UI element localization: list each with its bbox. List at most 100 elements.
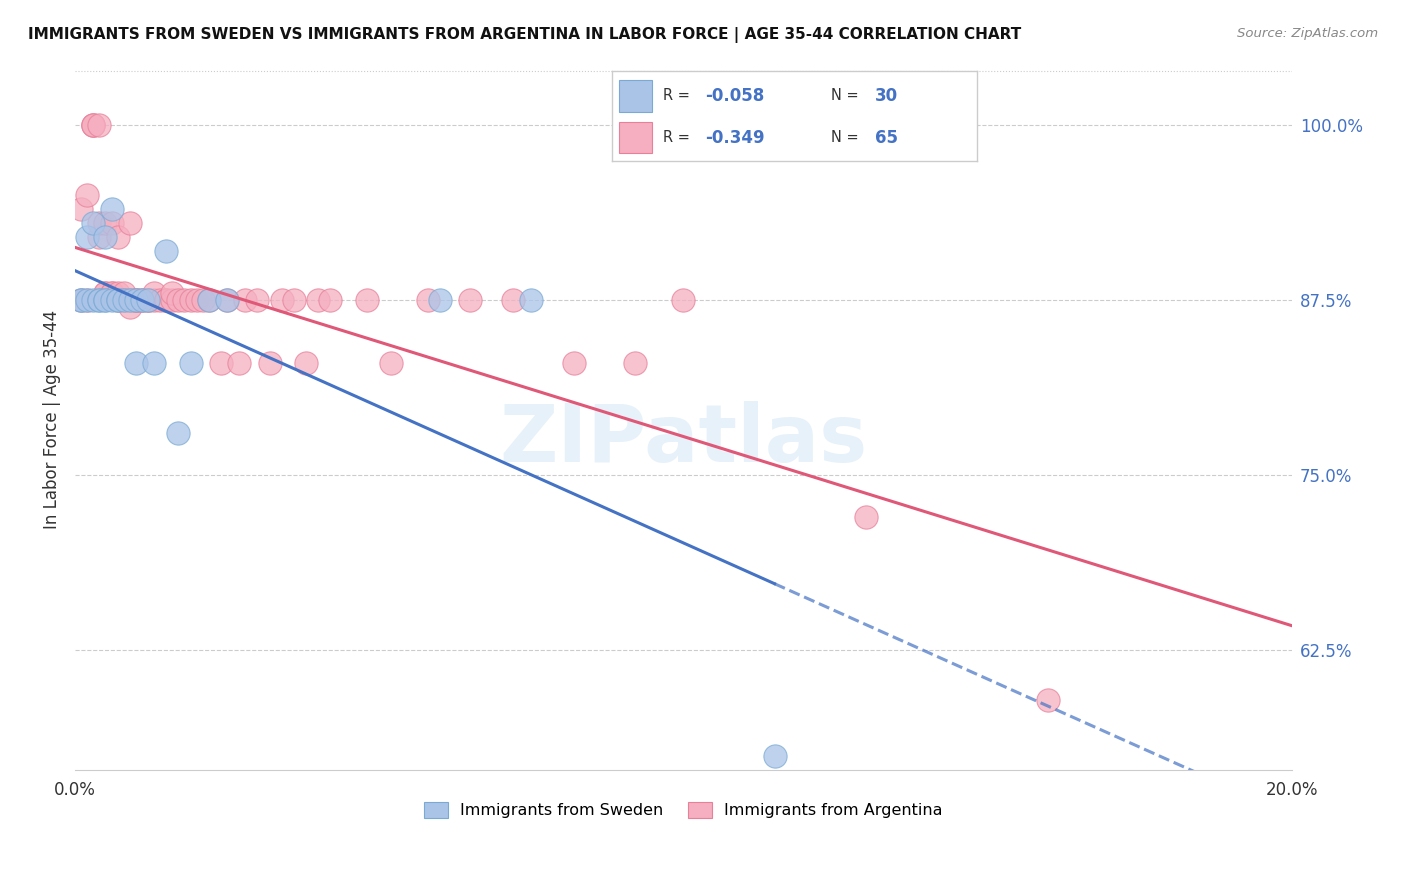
Text: 65: 65 [875, 128, 898, 147]
Point [143, 293, 166, 307]
Point [198, 293, 221, 307]
Point [94, 216, 117, 230]
Point [191, 293, 214, 307]
Point [136, 293, 159, 307]
Point [233, 293, 256, 307]
Point [76, 293, 98, 307]
FancyBboxPatch shape [619, 122, 652, 153]
Point [125, 356, 148, 370]
Point [162, 285, 184, 300]
Point [460, 293, 482, 307]
Legend: Immigrants from Sweden, Immigrants from Argentina: Immigrants from Sweden, Immigrants from … [418, 796, 949, 825]
Text: IMMIGRANTS FROM SWEDEN VS IMMIGRANTS FROM ARGENTINA IN LABOR FORCE | AGE 35-44 C: IMMIGRANTS FROM SWEDEN VS IMMIGRANTS FRO… [28, 27, 1021, 43]
Point [94, 293, 117, 307]
Point [76, 229, 98, 244]
Point [186, 293, 208, 307]
Point [118, 216, 141, 230]
Point [118, 293, 141, 307]
Point [100, 293, 122, 307]
Point [118, 300, 141, 314]
Point [131, 293, 153, 307]
Text: ZIPatlas: ZIPatlas [499, 401, 868, 479]
Point [623, 356, 645, 370]
Point [70, 293, 93, 307]
Point [70, 202, 93, 216]
Point [209, 356, 232, 370]
Point [82, 118, 104, 132]
Point [89, 118, 111, 132]
Point [125, 293, 148, 307]
Point [131, 293, 153, 307]
Point [100, 285, 122, 300]
Point [270, 293, 292, 307]
Point [143, 356, 166, 370]
Point [112, 285, 135, 300]
Text: Source: ZipAtlas.com: Source: ZipAtlas.com [1237, 27, 1378, 40]
FancyBboxPatch shape [619, 80, 652, 112]
Point [89, 293, 111, 307]
Point [167, 426, 190, 441]
Point [112, 293, 135, 307]
Point [180, 356, 202, 370]
Point [94, 293, 117, 307]
Point [125, 293, 148, 307]
Point [107, 229, 129, 244]
Point [319, 293, 342, 307]
Point [855, 510, 877, 524]
Point [1038, 692, 1060, 706]
Point [155, 293, 177, 307]
Point [107, 293, 129, 307]
Point [82, 118, 104, 132]
Point [763, 748, 786, 763]
Point [107, 293, 129, 307]
Point [100, 202, 122, 216]
Point [502, 293, 524, 307]
Point [89, 293, 111, 307]
Point [70, 293, 93, 307]
Point [672, 293, 695, 307]
Point [82, 293, 104, 307]
Point [125, 293, 148, 307]
Point [94, 229, 117, 244]
Point [82, 118, 104, 132]
Point [217, 293, 239, 307]
Point [295, 356, 318, 370]
Point [562, 356, 585, 370]
Point [89, 229, 111, 244]
Point [107, 285, 129, 300]
Point [100, 216, 122, 230]
Text: -0.349: -0.349 [704, 128, 765, 147]
Point [94, 285, 117, 300]
Point [100, 285, 122, 300]
Point [520, 293, 543, 307]
Point [380, 356, 402, 370]
Text: -0.058: -0.058 [704, 87, 763, 105]
Text: N =: N = [831, 130, 863, 145]
Point [167, 293, 190, 307]
Y-axis label: In Labor Force | Age 35-44: In Labor Force | Age 35-44 [44, 310, 60, 529]
Point [180, 293, 202, 307]
Text: 30: 30 [875, 87, 898, 105]
Point [107, 293, 129, 307]
Point [173, 293, 195, 307]
Point [118, 293, 141, 307]
Point [125, 293, 148, 307]
Point [217, 293, 239, 307]
Point [416, 293, 439, 307]
Point [283, 293, 305, 307]
Point [136, 293, 159, 307]
Point [307, 293, 329, 307]
Point [112, 293, 135, 307]
Point [82, 216, 104, 230]
Point [162, 293, 184, 307]
Point [76, 293, 98, 307]
Point [143, 285, 166, 300]
Text: R =: R = [662, 130, 695, 145]
Point [94, 285, 117, 300]
Point [246, 293, 269, 307]
Point [155, 293, 177, 307]
Point [228, 356, 250, 370]
Point [149, 293, 172, 307]
Point [356, 293, 378, 307]
Text: N =: N = [831, 88, 863, 103]
